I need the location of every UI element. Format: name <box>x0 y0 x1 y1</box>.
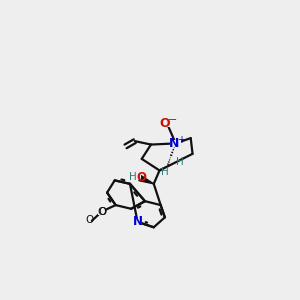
Text: −: − <box>168 115 178 125</box>
Text: O: O <box>136 171 146 184</box>
Text: O: O <box>160 117 170 130</box>
Text: H: H <box>176 157 184 167</box>
Text: H: H <box>129 172 136 182</box>
Bar <box>134 218 142 225</box>
Polygon shape <box>139 176 154 184</box>
Text: N: N <box>169 137 179 150</box>
Text: H: H <box>161 167 169 177</box>
Bar <box>161 120 173 127</box>
Text: O: O <box>86 214 94 225</box>
Bar <box>98 208 106 215</box>
Bar <box>129 174 141 180</box>
Text: O: O <box>98 207 106 217</box>
Text: +: + <box>177 135 185 145</box>
Bar <box>170 140 182 147</box>
Text: O: O <box>98 207 106 217</box>
Text: N: N <box>133 215 142 229</box>
